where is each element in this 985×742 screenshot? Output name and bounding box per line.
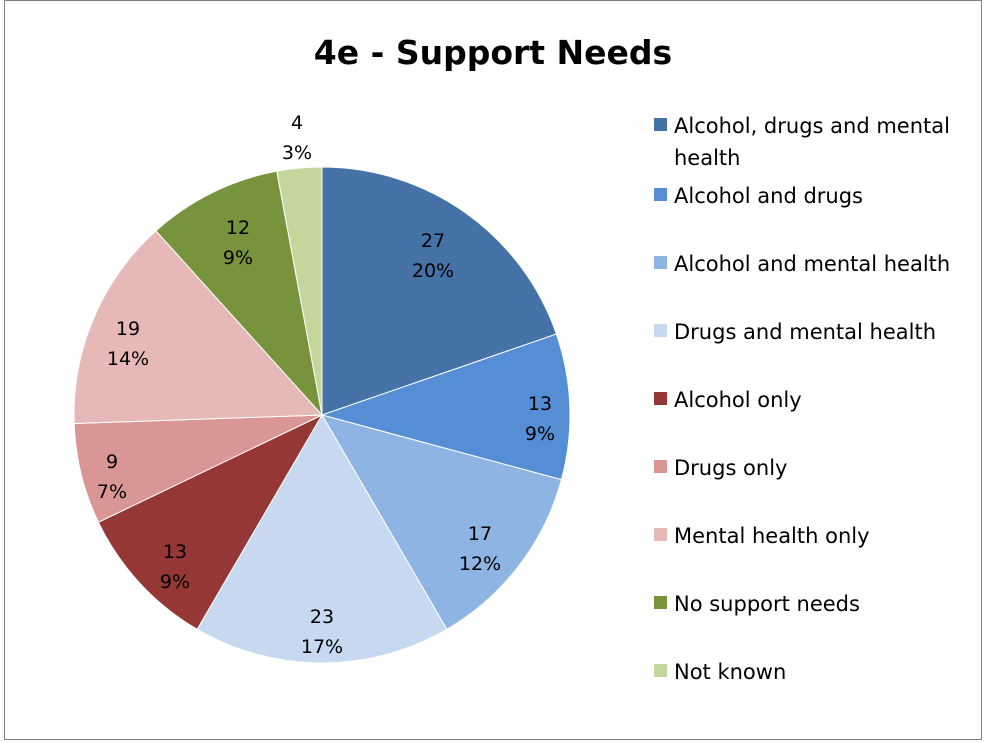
legend-label: Alcohol and drugs xyxy=(674,184,863,208)
legend-label: Alcohol and mental health xyxy=(674,252,951,276)
legend-item: No support needs xyxy=(654,588,969,620)
slice-percent-label: 14% xyxy=(107,348,149,370)
legend-label: Mental health only xyxy=(674,524,870,548)
legend-swatch xyxy=(654,664,667,677)
pie-slices xyxy=(73,166,571,664)
pie-slice-4 xyxy=(196,414,448,664)
legend-swatch xyxy=(654,392,667,405)
slice-value-label: 13 xyxy=(163,541,187,563)
slice-percent-label: 7% xyxy=(97,481,127,503)
legend-swatch xyxy=(654,596,667,609)
legend-label: No support needs xyxy=(674,592,860,616)
pie-slice-1 xyxy=(321,166,558,416)
legend-swatch xyxy=(654,528,667,541)
chart-title: 4e - Support Needs xyxy=(313,33,673,72)
slice-value-label: 19 xyxy=(116,318,140,340)
slice-value-label: 9 xyxy=(106,451,118,473)
legend-item: Drugs and mental health xyxy=(654,316,969,348)
legend-item: Alcohol, drugs and mental health xyxy=(654,110,969,174)
slice-percent-label: 9% xyxy=(223,247,253,269)
legend-label: Alcohol, drugs and mental health xyxy=(674,114,950,170)
pie-slice-2 xyxy=(320,333,571,481)
slice-percent-label: 12% xyxy=(459,553,501,575)
slice-value-label: 4 xyxy=(291,112,303,134)
legend-item: Alcohol only xyxy=(654,384,969,416)
slice-value-label: 12 xyxy=(226,217,250,239)
legend-swatch xyxy=(654,118,667,131)
pie-slice-5 xyxy=(97,413,324,630)
legend-swatch xyxy=(654,188,667,201)
legend-item: Alcohol and mental health xyxy=(654,248,969,280)
pie-data-labels: 27 20% 13 9% 17 12% 23 17% 13 9% 9 7% 19 14% 12 9% 4 3% xyxy=(97,112,555,658)
legend-label: Drugs and mental health xyxy=(674,320,937,344)
legend-label: Drugs only xyxy=(674,456,788,480)
legend-label: Alcohol only xyxy=(674,388,802,412)
slice-percent-label: 20% xyxy=(412,260,454,282)
legend-item: Drugs only xyxy=(654,452,969,484)
legend-swatch xyxy=(654,256,667,269)
slice-value-label: 17 xyxy=(468,523,492,545)
slice-value-label: 27 xyxy=(421,230,445,252)
pie-slice-7 xyxy=(73,230,324,425)
legend-label: Not known xyxy=(674,660,787,684)
slice-value-label: 13 xyxy=(528,393,552,415)
legend-item: Alcohol and drugs xyxy=(654,180,969,212)
legend-swatch xyxy=(654,324,667,337)
pie-slice-9 xyxy=(276,166,323,416)
slice-value-label: 23 xyxy=(310,606,334,628)
pie-slice-8 xyxy=(155,170,323,417)
pie-slice-3 xyxy=(320,414,563,630)
chart-legend: Alcohol, drugs and mental health Alcohol … xyxy=(654,110,979,700)
slice-percent-label: 3% xyxy=(282,142,312,164)
slice-percent-label: 9% xyxy=(525,423,555,445)
slice-percent-label: 17% xyxy=(301,636,343,658)
legend-item: Not known xyxy=(654,656,969,688)
legend-swatch xyxy=(654,460,667,473)
legend-item: Mental health only xyxy=(654,520,969,552)
slice-percent-label: 9% xyxy=(160,571,190,593)
